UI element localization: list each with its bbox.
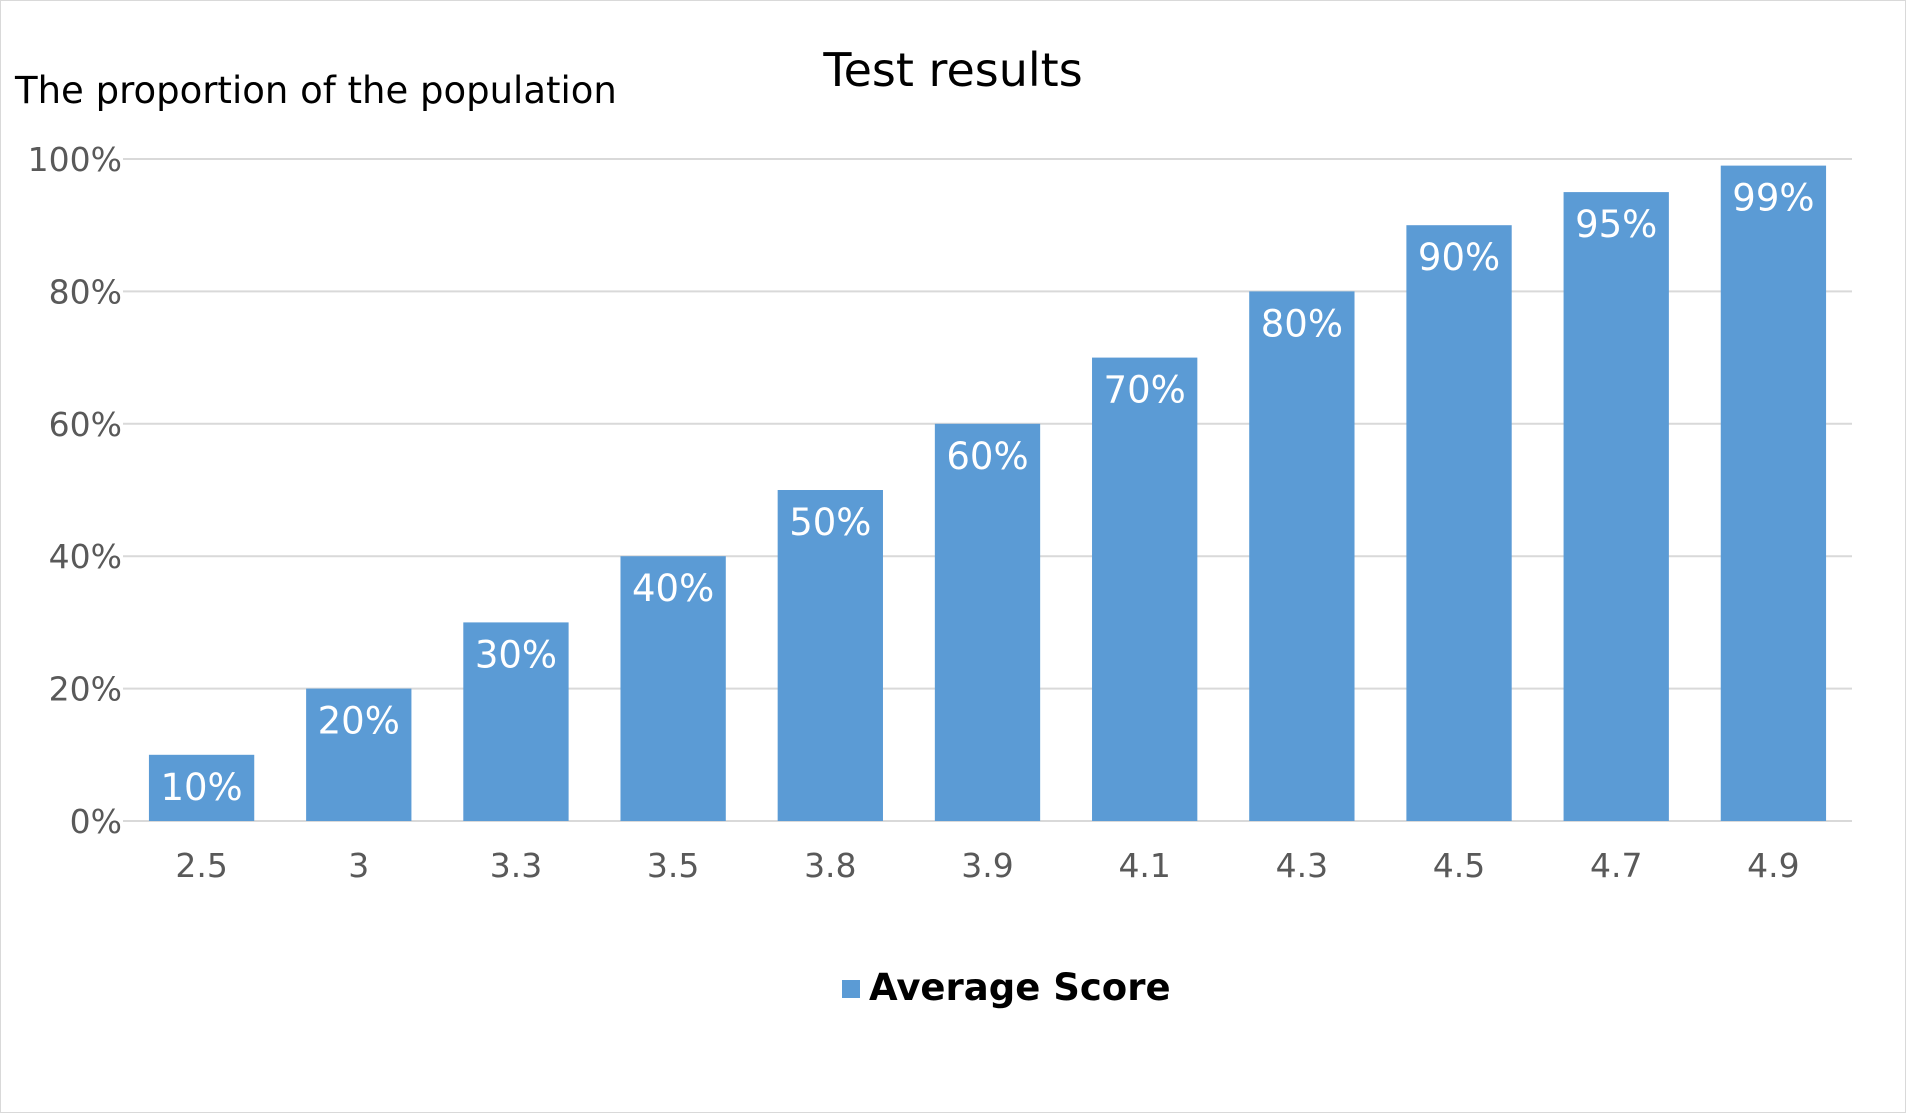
bar-data-label: 99% — [1732, 177, 1814, 220]
bar-data-label: 20% — [318, 700, 400, 743]
bar — [777, 490, 883, 821]
bar — [148, 754, 255, 821]
bar-data-label: 50% — [789, 501, 871, 544]
bar-data-label: 90% — [1418, 236, 1500, 279]
bar-data-label: 95% — [1575, 203, 1657, 246]
bar — [1563, 192, 1669, 822]
bar — [306, 688, 412, 821]
bar — [1406, 225, 1512, 821]
bar-data-label: 80% — [1261, 302, 1343, 345]
x-tick-label: 3 — [348, 846, 369, 885]
x-tick-label: 3.9 — [961, 846, 1013, 885]
x-tick-label: 3.3 — [490, 846, 542, 885]
bar — [620, 556, 726, 821]
bar — [1092, 357, 1198, 821]
bar-series: 10% 20% 30% 40% 50% 60% 70% 80% 90% 95% 99% — [148, 165, 1827, 822]
y-tick-label: 0% — [70, 802, 122, 841]
bar — [463, 622, 569, 821]
y-axis-ticks: 0% 20% 40% 60% 80% 100% — [28, 140, 122, 841]
y-tick-label: 60% — [49, 405, 122, 444]
bar-data-label: 40% — [632, 567, 714, 610]
bar-data-label: 30% — [475, 633, 557, 676]
legend-label: Average Score — [869, 966, 1171, 1009]
bar — [1720, 165, 1827, 821]
bar — [1249, 291, 1355, 821]
chart-title: Test results — [822, 43, 1082, 97]
y-tick-label: 40% — [49, 537, 122, 576]
x-tick-label: 4.7 — [1590, 846, 1642, 885]
x-tick-label: 4.3 — [1276, 846, 1328, 885]
bar-data-label: 70% — [1104, 369, 1186, 412]
x-tick-label: 4.5 — [1433, 846, 1485, 885]
x-tick-label: 4.9 — [1747, 846, 1799, 885]
bar-data-label: 60% — [946, 435, 1028, 478]
y-tick-label: 80% — [49, 272, 122, 311]
y-tick-label: 20% — [49, 670, 122, 709]
y-tick-label: 100% — [28, 140, 122, 179]
x-axis-ticks: 2.5 3 3.3 3.5 3.8 3.9 4.1 4.3 4.5 4.7 4.9 — [175, 846, 1799, 885]
bar — [934, 423, 1041, 821]
bar-data-label: 10% — [160, 766, 242, 809]
y-axis-label: The proportion of the population — [14, 69, 617, 112]
x-tick-label: 2.5 — [175, 846, 227, 885]
legend: Average Score — [842, 966, 1171, 1009]
x-tick-label: 3.5 — [647, 846, 699, 885]
x-tick-label: 3.8 — [804, 846, 856, 885]
legend-swatch — [842, 980, 860, 998]
x-tick-label: 4.1 — [1118, 846, 1170, 885]
